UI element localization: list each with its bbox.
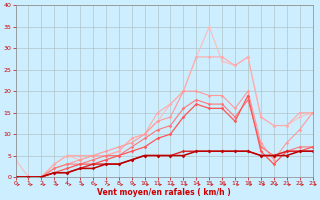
X-axis label: Vent moyen/en rafales ( km/h ): Vent moyen/en rafales ( km/h ) <box>97 188 231 197</box>
